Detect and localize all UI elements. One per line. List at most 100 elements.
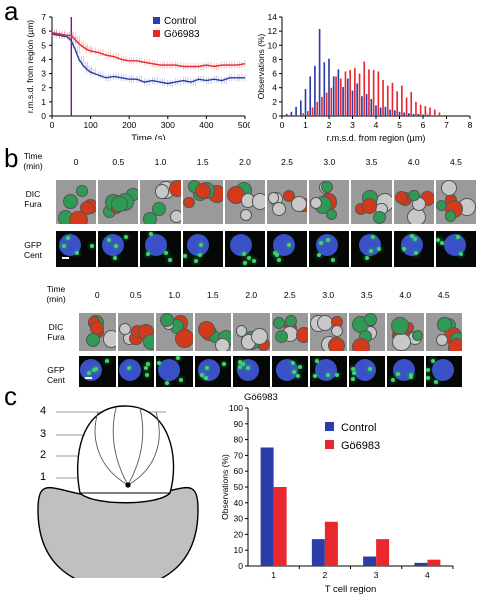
- x-tick-label: 1: [303, 120, 308, 130]
- cell-blob: [285, 315, 297, 327]
- cell-blob: [201, 325, 218, 342]
- cell-blob: [397, 192, 412, 207]
- cell-blob: [364, 313, 377, 326]
- cell-blob: [268, 191, 284, 207]
- row-label-dic-fura: DIC Fura: [47, 322, 65, 342]
- cell-blob: [242, 331, 262, 351]
- cell-blob: [372, 210, 386, 224]
- cell-blob: [420, 191, 434, 206]
- masked-cell-region: [230, 234, 253, 256]
- cell-blob: [92, 326, 104, 339]
- time-header: Time (min): [46, 284, 66, 304]
- cell-blob: [331, 325, 344, 338]
- cell-blob: [119, 323, 132, 336]
- time-label: 2.5: [281, 157, 294, 167]
- centrosome-spot: [326, 373, 331, 378]
- time-label: 2.0: [238, 157, 251, 167]
- y-tick-label: 2: [272, 97, 277, 107]
- t-cell-shape: [77, 405, 175, 504]
- histogram-bar-control: [295, 106, 297, 116]
- histogram-bar-control: [323, 62, 326, 116]
- x-tick-label: 2: [327, 120, 332, 130]
- gfp-cent-frame: [194, 356, 231, 388]
- dic-fura-frame: [351, 180, 392, 224]
- centrosome-spot: [203, 376, 208, 381]
- y-tick-label: 0: [272, 111, 277, 121]
- legend-label: Gö6983: [164, 29, 200, 40]
- x-tick-label: 8: [468, 120, 473, 130]
- cell-blob: [122, 331, 136, 345]
- bar-control: [311, 539, 325, 566]
- cell-blob: [197, 321, 215, 339]
- cell-blob: [177, 327, 192, 342]
- cell-blob: [102, 204, 116, 218]
- y-tick-label: 30: [234, 514, 244, 524]
- centrosome-spot: [199, 372, 204, 377]
- centrosome-spot: [182, 253, 187, 258]
- centrosome-spot: [107, 238, 112, 243]
- masked-cell-region: [101, 234, 124, 256]
- gfp-cent-frame: [98, 231, 139, 268]
- centrosome-spot: [295, 373, 300, 378]
- masked-cell-region: [393, 359, 416, 381]
- cell-blob: [391, 326, 411, 345]
- histogram-bar-go6983: [321, 96, 323, 116]
- y-tick-label: 3: [41, 69, 46, 79]
- series-line-control: [51, 33, 245, 85]
- time-label: 1.0: [168, 290, 181, 300]
- masked-cell-region: [444, 234, 467, 256]
- centrosome-spot: [274, 253, 279, 258]
- gfp-cent-frame: [79, 356, 116, 388]
- cell-blob: [236, 325, 248, 337]
- histogram-bar-control: [351, 90, 354, 116]
- legend-label: Control: [164, 16, 196, 27]
- x-tick-label: 0: [50, 120, 55, 130]
- cell-blob: [310, 197, 323, 210]
- dic-fura-frame: [140, 180, 181, 224]
- centrosome-spot: [413, 250, 418, 255]
- time-label: 3.5: [365, 157, 378, 167]
- cell-blob: [194, 183, 211, 200]
- gfp-cent-frame: [233, 356, 270, 388]
- histogram-bar-control: [314, 65, 316, 116]
- centrosome-spot: [369, 249, 374, 254]
- time-label: 0.5: [112, 157, 125, 167]
- dic-fura-frame: [79, 313, 116, 351]
- row-label-dic-fura: DIC Fura: [24, 189, 42, 209]
- cell-blob: [458, 198, 476, 216]
- centrosome-spot: [145, 373, 150, 378]
- cell-blob: [319, 180, 333, 194]
- x-tick-label: 3: [350, 120, 355, 130]
- histogram-bar-control: [365, 94, 368, 116]
- time-label: 2.5: [283, 290, 296, 300]
- centrosome-spot: [251, 258, 256, 263]
- cell-blob: [320, 335, 338, 351]
- centrosome-spot: [318, 241, 323, 246]
- bar-go6983: [324, 521, 338, 566]
- legend-swatch: [325, 440, 334, 449]
- cell-blob: [447, 338, 462, 351]
- histogram-bar-go6983: [302, 113, 304, 116]
- centrosome-spot: [291, 370, 296, 375]
- x-axis-label: r.m.s.d. from region (µm): [327, 133, 426, 143]
- histogram-bar-control: [304, 89, 307, 116]
- centrosome-spot: [396, 372, 401, 377]
- histogram-bar-go6983: [410, 91, 413, 116]
- series-line-go6983: [51, 31, 246, 68]
- gfp-cent-frame: [393, 231, 434, 268]
- histogram-bar-go6983: [344, 71, 347, 116]
- centrosome-spot: [312, 374, 317, 379]
- masked-cell-region: [119, 359, 142, 381]
- cell-blob: [209, 331, 222, 344]
- cell-blob: [239, 209, 252, 221]
- cell-blob: [126, 187, 139, 202]
- cell-blob: [274, 329, 288, 343]
- centrosome-spot: [204, 365, 209, 370]
- masked-cell-region: [59, 234, 82, 256]
- cell-blob: [273, 317, 286, 330]
- dic-fura-frame: [194, 313, 231, 351]
- cell-blob: [159, 313, 174, 328]
- dic-fura-frame: [233, 313, 270, 351]
- cell-blob: [407, 207, 426, 224]
- masked-cell-region: [358, 234, 381, 256]
